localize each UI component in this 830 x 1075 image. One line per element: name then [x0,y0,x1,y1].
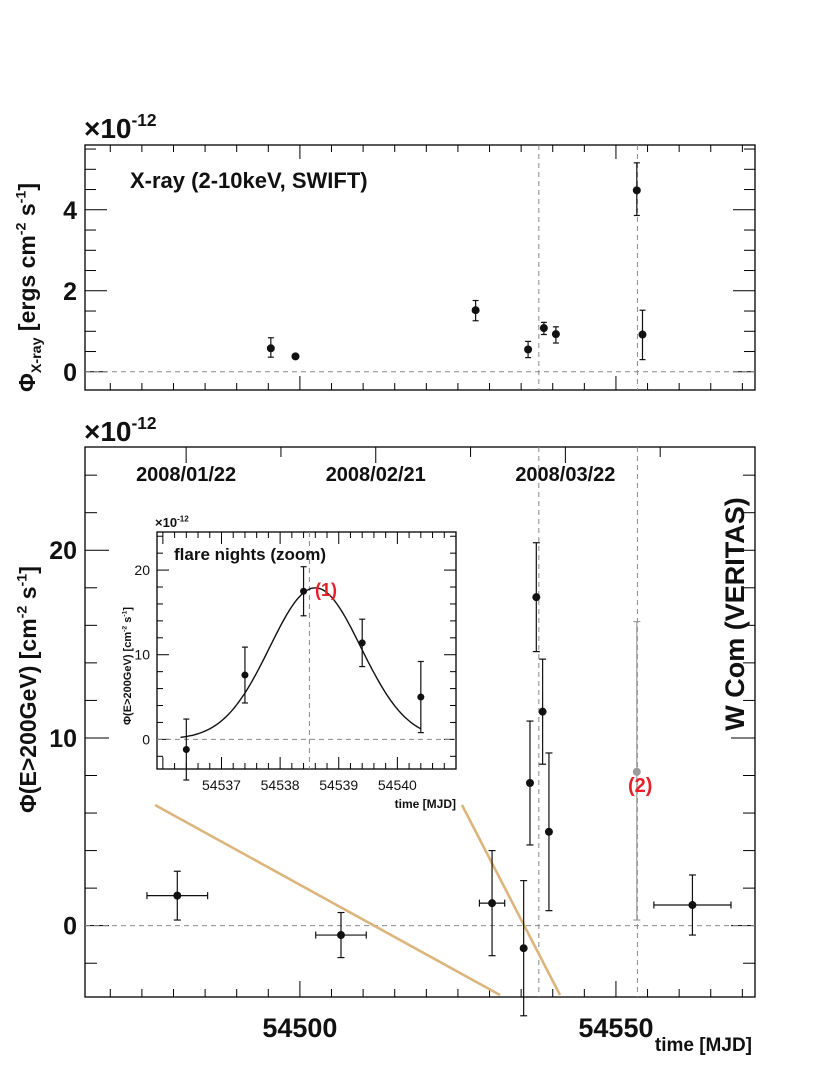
bottom-xtick-label: 54550 [578,1013,653,1043]
bottom-data-point [519,944,528,953]
bottom-ytick-label: 0 [63,913,77,941]
zoom-connector-line [460,804,562,996]
bottom-xlabel: time [MJD] [655,1035,752,1056]
top-data-point [539,324,548,333]
bottom-data-point [336,931,345,940]
top-data-point [632,186,641,195]
bottom-data-point [688,901,697,910]
inset-data-point [300,587,308,595]
top-yexp: ×10-12 [84,110,157,144]
inset-data-point [182,746,190,754]
inset-frame [156,531,457,770]
bottom-data-point [538,707,547,716]
inset-fit-curve [180,587,422,739]
bottom-data-point [525,779,534,788]
date-label: 2008/03/22 [515,464,615,486]
top-title: X-ray (2-10keV, SWIFT) [130,168,368,193]
top-data-point [471,306,480,315]
inset-ylabel: Φ(E>200GeV) [cm-2 s-1] [121,607,134,725]
inset-xtick-label: 54540 [378,777,417,793]
xray-panel: 0 2 4 ×10-12 X-ray (2-10keV, SWIFT) ΦX-ray [e… [13,110,756,392]
top-data-point [551,330,560,339]
inset-xtick-label: 54539 [319,777,358,793]
top-data-point [291,352,300,361]
inset-title: flare nights (zoom) [174,545,326,564]
bottom-ytick-label: 20 [49,537,77,565]
bottom-title: W Com (VERITAS) [720,497,750,730]
bottom-ylabel: Φ(E>200GeV) [cm-2 s-1] [14,566,41,813]
inset-ytick-label: 20 [134,562,150,578]
bottom-data-point [544,827,553,836]
bottom-data-point [532,593,541,602]
inset-xlabel: time [MJD] [395,797,456,811]
bottom-frame [84,446,756,998]
date-label: 2008/02/21 [326,464,426,486]
top-data-point [266,344,275,353]
top-frame [84,144,756,391]
bottom-data-point [173,891,182,900]
inset-ytick-label: 0 [142,731,150,747]
inset-data-point [241,671,249,679]
inset-data-point [358,639,366,647]
inset-background [157,532,456,769]
zoom-connector-line [154,803,501,997]
bottom-yexp: ×10-12 [84,413,157,447]
inset-xtick-label: 54537 [202,777,241,793]
flare-1-label: (1) [315,580,337,600]
top-ytick-label: 0 [63,359,77,387]
inset-yexp: ×10-12 [155,515,189,530]
top-ylabel: ΦX-ray [ergs cm-2 s-1] [13,183,44,392]
top-ytick-label: 2 [63,278,77,306]
bottom-xtick-label: 54500 [262,1013,337,1043]
date-label: 2008/01/22 [136,464,236,486]
flare-2-label: (2) [628,775,652,797]
top-data-point [524,345,533,354]
top-data-point [638,330,647,339]
inset-ytick-label: 10 [134,647,150,663]
bottom-data-point [488,899,497,908]
bottom-data-point [632,767,641,776]
top-ytick-label: 4 [63,197,77,225]
inset-xtick-label: 54538 [261,777,300,793]
inset-data-point [417,693,425,701]
flare-inset-panel: 0 10 20 54537 54538 54539 54540 time [MJD] ×10-1… [121,515,457,811]
bottom-ytick-label: 10 [49,725,77,753]
